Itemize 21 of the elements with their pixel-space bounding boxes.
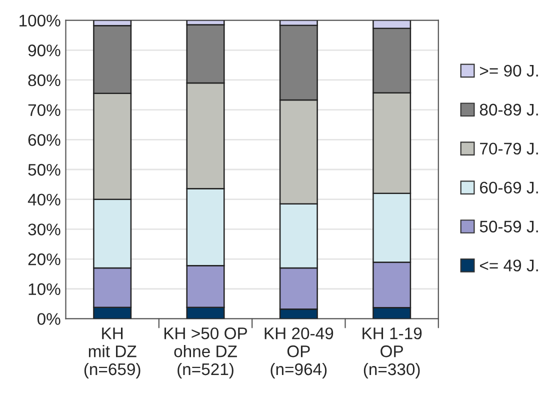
x-tick-label: KH mit DZ (n=659) [84,328,140,378]
legend-label: >= 90 J. [480,64,538,77]
y-tick-label: 10% [28,283,60,296]
y-tick-label: 100% [20,14,60,27]
y-tick-label: 40% [28,194,60,206]
y-tick-label: 0% [37,313,60,325]
y-tick-label: 20% [28,253,60,266]
legend-label: 70-79 J. [480,142,538,155]
x-tick-label: KH >50 OP ohne DZ (n=521) [164,327,248,378]
x-tick-label: KH 20-49 OP (n=964) [264,327,334,378]
legend-label: 80-89 J. [480,104,538,116]
y-tick-label: 50% [28,164,60,176]
legend-label: <= 49 J. [480,260,538,272]
y-tick-label: 80% [28,74,60,86]
legend-label: 50-59 J. [480,220,538,232]
y-tick-label: 70% [28,104,60,116]
x-tick-label: KH 1-19 OP (n=330) [362,327,422,378]
y-tick-label: 30% [28,224,60,236]
legend-label: 60-69 J. [480,182,538,194]
y-tick-label: 60% [28,134,60,146]
y-tick-label: 90% [28,44,60,56]
